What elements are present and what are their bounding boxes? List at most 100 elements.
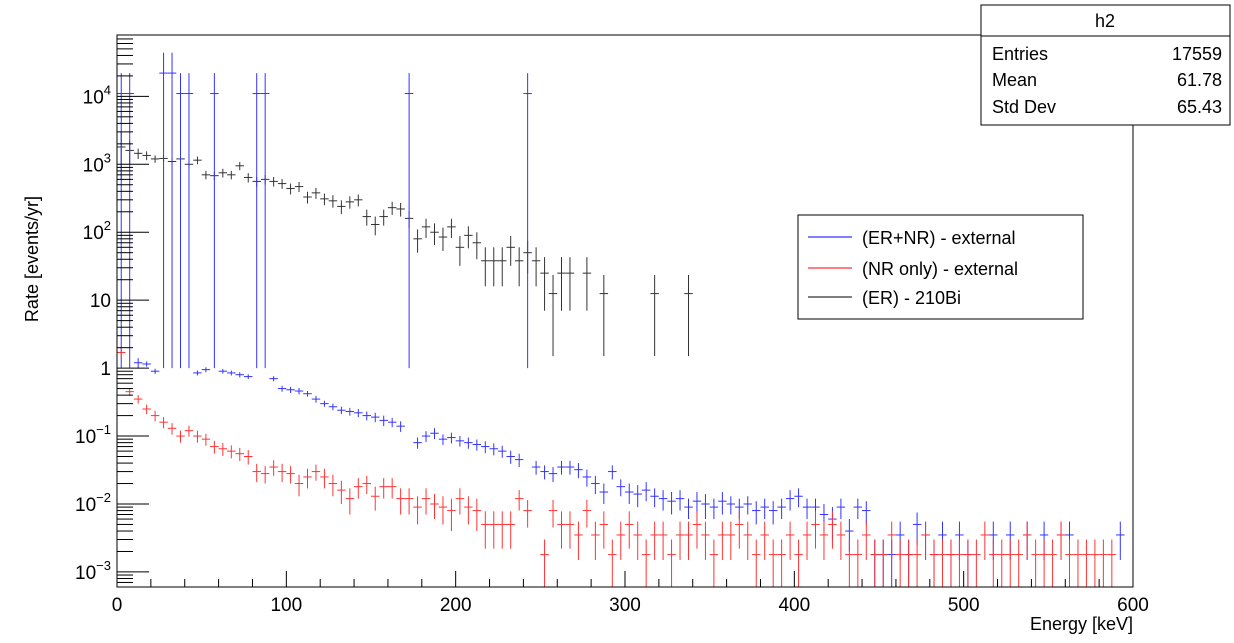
data-point xyxy=(523,500,531,528)
data-point xyxy=(557,257,565,311)
data-point xyxy=(1023,522,1031,560)
data-point xyxy=(506,511,514,548)
data-point xyxy=(219,443,227,456)
data-point xyxy=(379,416,387,427)
data-point xyxy=(388,478,396,498)
data-point xyxy=(227,445,235,458)
data-point xyxy=(312,188,320,199)
x-tick-label: 500 xyxy=(948,595,980,616)
data-point xyxy=(252,73,260,368)
data-point xyxy=(769,501,777,524)
data-point xyxy=(896,540,904,587)
data-point xyxy=(938,540,946,587)
data-point xyxy=(727,496,735,514)
data-point xyxy=(303,192,311,204)
y-tick-label: 10−2 xyxy=(75,490,111,516)
data-point xyxy=(600,275,608,356)
data-point xyxy=(295,182,303,192)
data-point xyxy=(1108,540,1116,587)
data-point xyxy=(854,540,862,587)
series-3 xyxy=(117,348,1116,587)
data-point xyxy=(837,499,845,519)
data-point xyxy=(625,484,633,504)
data-point xyxy=(574,522,582,560)
data-point xyxy=(142,405,150,415)
data-point xyxy=(379,478,387,498)
data-point xyxy=(1099,540,1107,587)
data-point xyxy=(803,499,811,519)
data-point xyxy=(777,499,785,519)
data-point xyxy=(650,275,658,356)
x-tick-label: 600 xyxy=(1117,595,1149,616)
data-point xyxy=(964,540,972,587)
data-point xyxy=(168,53,176,368)
data-point xyxy=(286,466,294,483)
y-tick-label: 10−1 xyxy=(75,422,111,448)
data-point xyxy=(549,467,557,482)
data-point xyxy=(820,522,828,560)
data-point xyxy=(117,73,125,368)
legend-label-er: (ER) - 210Bi xyxy=(862,288,961,308)
data-point xyxy=(193,371,201,376)
data-point xyxy=(854,499,862,519)
data-point xyxy=(676,490,684,510)
stats-value-stddev: 65.43 xyxy=(1177,97,1222,117)
data-point xyxy=(363,411,371,420)
data-point xyxy=(769,540,777,587)
data-point xyxy=(413,229,421,252)
data-point xyxy=(439,496,447,524)
data-point xyxy=(413,496,421,524)
data-point xyxy=(303,391,311,397)
data-point xyxy=(329,475,337,497)
data-point xyxy=(456,236,464,266)
stats-label-entries: Entries xyxy=(992,44,1048,64)
data-point xyxy=(744,522,752,560)
data-point xyxy=(600,484,608,504)
data-point xyxy=(430,428,438,439)
data-point xyxy=(659,490,667,510)
data-point xyxy=(752,540,760,587)
data-point xyxy=(701,494,709,519)
data-point xyxy=(168,423,176,434)
data-point xyxy=(913,540,921,587)
x-tick-label: 0 xyxy=(112,595,123,616)
data-point xyxy=(608,465,616,479)
data-point xyxy=(219,369,227,374)
data-point xyxy=(557,461,565,475)
data-point xyxy=(151,155,159,162)
data-point xyxy=(151,411,159,421)
series-layer xyxy=(117,53,1125,587)
data-point xyxy=(727,522,735,560)
data-point xyxy=(633,485,641,507)
data-point xyxy=(329,195,337,207)
data-point xyxy=(439,228,447,251)
data-point xyxy=(989,540,997,587)
data-point xyxy=(422,219,430,238)
data-point xyxy=(498,446,506,458)
data-point xyxy=(955,540,963,587)
data-point xyxy=(456,436,464,447)
data-point xyxy=(176,431,184,443)
data-point xyxy=(185,73,193,368)
data-point xyxy=(227,171,235,179)
data-point xyxy=(354,194,362,206)
data-point xyxy=(794,540,802,587)
data-point xyxy=(837,522,845,560)
data-point xyxy=(464,226,472,248)
data-point xyxy=(642,540,650,587)
data-point xyxy=(515,247,523,286)
data-point xyxy=(269,460,277,476)
stats-label-mean: Mean xyxy=(992,70,1037,90)
data-point xyxy=(515,454,523,467)
data-point xyxy=(278,179,286,189)
legend: (ER+NR) - external (NR only) - external … xyxy=(798,215,1083,319)
data-point xyxy=(473,232,481,259)
y-tick-label: 102 xyxy=(83,218,111,244)
data-point xyxy=(278,464,286,482)
data-point xyxy=(447,499,455,531)
stats-value-mean: 61.78 xyxy=(1177,70,1222,90)
data-point xyxy=(303,469,311,489)
data-point xyxy=(947,540,955,587)
data-point xyxy=(422,431,430,442)
data-point xyxy=(490,511,498,548)
